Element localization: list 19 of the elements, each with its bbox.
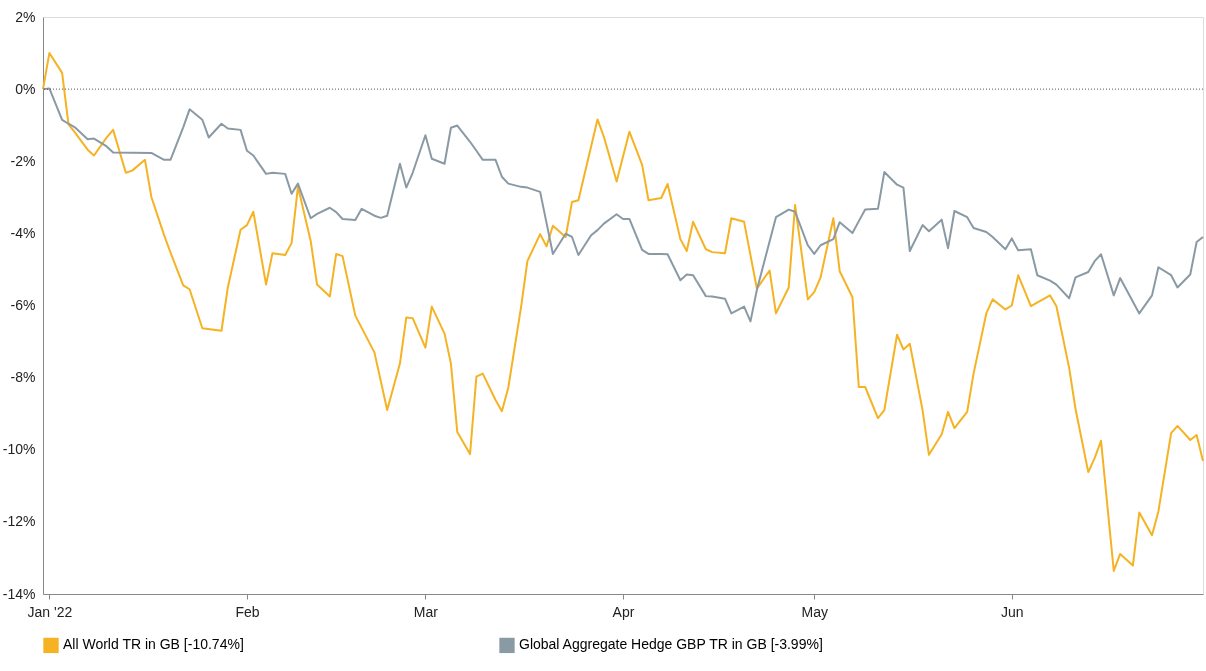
y-tick-label: -14% — [2, 585, 36, 602]
y-tick-label: -12% — [2, 513, 36, 530]
y-tick-label: -4% — [10, 224, 36, 241]
y-tick-label: -8% — [10, 369, 36, 386]
x-tick-label: Jan '22 — [27, 603, 73, 620]
line-series — [42, 87, 1204, 323]
y-tick-label: -2% — [10, 152, 36, 169]
y-tick-label: -10% — [2, 441, 36, 458]
legend-label: Global Aggregate Hedge GBP TR in GB [-3.99%] — [519, 636, 823, 653]
y-tick-label: -6% — [10, 297, 36, 313]
x-tick-label: Feb — [235, 603, 260, 620]
x-tick-label: May — [801, 603, 828, 620]
line-series — [42, 52, 1204, 572]
x-tick-label: Mar — [413, 603, 439, 620]
y-tick-label: 2% — [15, 8, 36, 25]
x-tick-label: Apr — [612, 603, 635, 620]
y-tick-label: 0% — [15, 80, 36, 97]
legend-label: All World TR in GB [-10.74%] — [63, 636, 244, 653]
x-tick-label: Jun — [1001, 603, 1024, 620]
